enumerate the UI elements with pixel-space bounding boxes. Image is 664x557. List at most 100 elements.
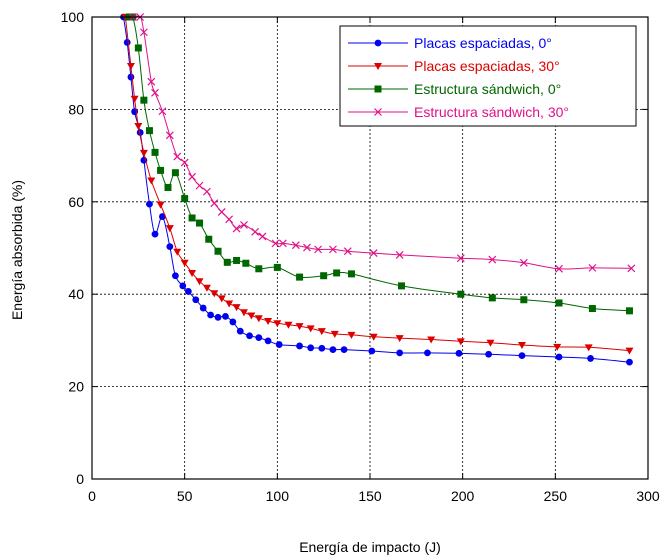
data-point bbox=[195, 219, 203, 227]
data-point bbox=[140, 96, 148, 104]
legend-entry: Estructura sándwich, 0° bbox=[348, 81, 561, 97]
data-point-stroke bbox=[588, 263, 597, 272]
data-point-stroke bbox=[210, 199, 219, 208]
data-point bbox=[396, 349, 404, 357]
data-point bbox=[181, 195, 189, 203]
series-layer bbox=[120, 13, 636, 366]
axis-ticks: 0 50 100 150 200 250 300 0 20 40 60 80 100 bbox=[61, 9, 660, 504]
data-point bbox=[205, 235, 213, 243]
data-point bbox=[264, 337, 272, 345]
legend-marker bbox=[374, 108, 382, 116]
data-point bbox=[307, 344, 315, 352]
data-point bbox=[158, 107, 167, 116]
data-point-stroke bbox=[151, 88, 159, 97]
data-point-stroke bbox=[519, 258, 528, 267]
data-point bbox=[588, 263, 597, 272]
data-point-stroke bbox=[217, 208, 226, 216]
y-tick-label: 60 bbox=[68, 194, 84, 210]
y-tick-label: 100 bbox=[61, 9, 85, 25]
legend: Placas espaciadas, 0° Placas espaciadas, … bbox=[339, 25, 637, 127]
data-point bbox=[151, 230, 159, 238]
data-point bbox=[343, 247, 352, 256]
data-point bbox=[587, 355, 594, 362]
data-point-stroke bbox=[278, 239, 287, 248]
data-point-stroke bbox=[555, 264, 563, 273]
data-point bbox=[254, 315, 263, 323]
data-point bbox=[134, 123, 143, 131]
data-point bbox=[173, 152, 182, 161]
data-point bbox=[340, 346, 348, 354]
data-point bbox=[455, 349, 463, 357]
data-point-stroke bbox=[395, 251, 404, 259]
data-point bbox=[222, 312, 229, 320]
data-point-stroke bbox=[188, 172, 197, 181]
data-point bbox=[347, 331, 356, 339]
data-point bbox=[165, 131, 174, 140]
data-point bbox=[368, 347, 376, 355]
data-point-stroke bbox=[165, 131, 174, 140]
data-point bbox=[139, 28, 148, 37]
data-point-stroke bbox=[158, 107, 167, 116]
y-tick-label: 0 bbox=[76, 471, 84, 487]
data-point bbox=[247, 312, 256, 320]
data-point bbox=[236, 327, 244, 335]
data-point bbox=[320, 272, 328, 280]
data-point bbox=[258, 232, 267, 241]
data-point bbox=[427, 336, 436, 344]
y-axis-title: Energía absorbida (%) bbox=[9, 180, 25, 320]
x-tick-label: 200 bbox=[451, 488, 475, 504]
data-point bbox=[126, 62, 135, 70]
data-point bbox=[134, 44, 142, 52]
data-point bbox=[329, 346, 337, 354]
data-point bbox=[188, 172, 197, 181]
data-point bbox=[147, 177, 156, 185]
data-point-stroke bbox=[329, 245, 337, 254]
data-point bbox=[165, 225, 174, 233]
data-point-stroke bbox=[180, 158, 189, 167]
data-point bbox=[584, 344, 593, 352]
data-point bbox=[555, 299, 563, 307]
data-point bbox=[291, 241, 300, 250]
data-point bbox=[173, 248, 182, 256]
data-point bbox=[369, 333, 378, 341]
data-point bbox=[202, 284, 211, 292]
data-point bbox=[195, 181, 204, 190]
data-point bbox=[192, 296, 200, 304]
data-point bbox=[207, 311, 215, 319]
data-point bbox=[314, 245, 323, 254]
data-point bbox=[232, 304, 241, 312]
legend-marker bbox=[374, 63, 382, 70]
data-point bbox=[151, 148, 159, 156]
x-tick-label: 50 bbox=[177, 488, 193, 504]
data-point-stroke bbox=[240, 220, 248, 229]
legend-label: Estructura sándwich, 0° bbox=[414, 81, 561, 97]
data-point bbox=[127, 73, 135, 81]
data-point bbox=[486, 339, 495, 347]
data-point bbox=[210, 199, 219, 208]
data-point bbox=[398, 282, 406, 290]
data-point-stroke bbox=[202, 187, 211, 196]
data-point bbox=[626, 358, 633, 366]
data-point bbox=[273, 263, 281, 271]
data-point bbox=[296, 342, 303, 350]
data-point bbox=[295, 323, 304, 331]
y-tick-label: 20 bbox=[68, 379, 84, 395]
data-point bbox=[318, 344, 326, 352]
data-point bbox=[369, 249, 378, 258]
data-point bbox=[172, 272, 179, 280]
data-point bbox=[233, 256, 241, 264]
data-point bbox=[457, 290, 465, 298]
x-tick-label: 150 bbox=[358, 488, 382, 504]
data-point bbox=[145, 127, 153, 135]
legend-label: Estructura sándwich, 30° bbox=[414, 104, 569, 120]
data-point bbox=[166, 243, 174, 251]
data-point bbox=[214, 313, 222, 321]
data-point bbox=[627, 264, 636, 273]
legend-entry: Estructura sándwich, 30° bbox=[348, 104, 569, 120]
data-point bbox=[146, 200, 153, 208]
data-point-stroke bbox=[251, 227, 260, 236]
series-0 bbox=[120, 13, 633, 366]
data-point bbox=[588, 305, 596, 313]
data-point bbox=[240, 220, 248, 229]
